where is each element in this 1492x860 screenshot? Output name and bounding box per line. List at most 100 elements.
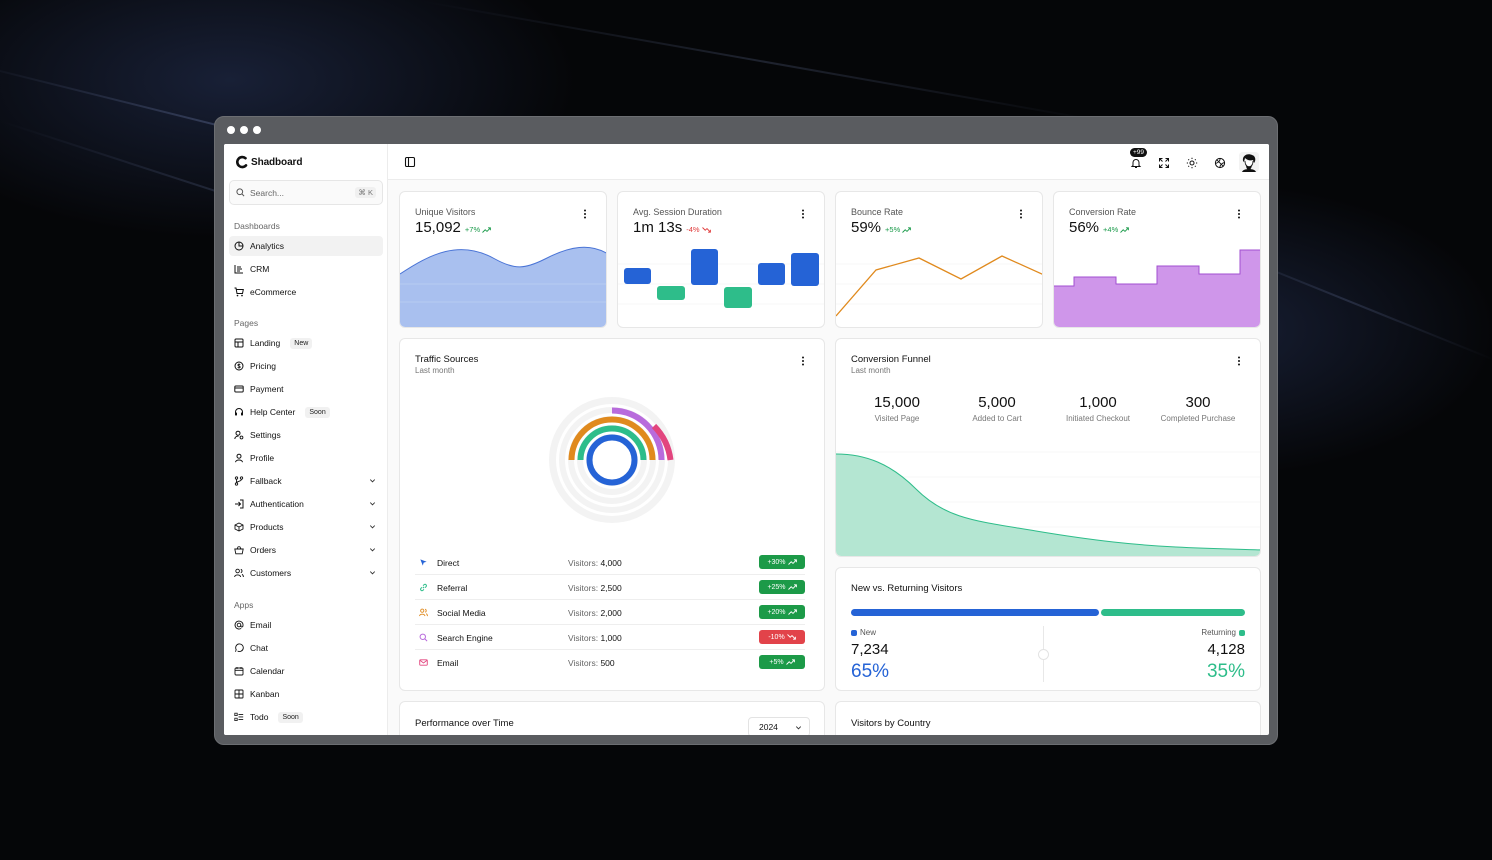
kpi-value-row: 1m 13s -4% xyxy=(633,219,711,236)
stage-value: 1,000 xyxy=(1079,394,1117,411)
new-percent: 65% xyxy=(851,661,890,682)
bar-list-icon xyxy=(234,264,244,274)
sidebar-item-label: eCommerce xyxy=(250,287,297,297)
more-menu-icon[interactable] xyxy=(800,209,806,219)
trend-up-icon xyxy=(787,584,797,590)
more-menu-icon[interactable] xyxy=(582,209,588,219)
new-legend: New xyxy=(851,628,876,637)
sidebar-item-calendar[interactable]: Calendar xyxy=(229,661,383,681)
ring-social xyxy=(568,416,656,461)
sidebar-item-todo[interactable]: Todo Soon xyxy=(229,707,383,727)
list-todo-icon xyxy=(234,712,244,722)
sidebar-item-label: Email xyxy=(250,620,272,630)
sidebar-item-label: Landing xyxy=(250,338,281,348)
conversion-funnel-card: Conversion Funnel Last month 15,000 Visi… xyxy=(835,338,1261,557)
sidebar-item-analytics[interactable]: Analytics xyxy=(229,236,383,256)
sidebar-item-landing[interactable]: Landing New xyxy=(229,333,383,353)
sidebar-item-email[interactable]: Email xyxy=(229,615,383,635)
change-badge: +30% xyxy=(759,555,805,569)
returning-label: Returning xyxy=(1201,628,1236,637)
kpi-delta-text: +4% xyxy=(1103,225,1119,234)
mail-icon xyxy=(419,659,428,666)
sidebar-item-customers[interactable]: Customers xyxy=(229,563,383,583)
sun-icon[interactable] xyxy=(1186,157,1198,169)
kpi-value: 15,092 xyxy=(415,219,461,236)
funnel-area xyxy=(836,454,1260,556)
table-row[interactable]: Referral Visitors: 2,500 +25% xyxy=(415,575,805,600)
sidebar-item-fallback[interactable]: Fallback xyxy=(229,471,383,491)
trend-up-icon xyxy=(787,559,797,565)
brand[interactable]: Shadboard xyxy=(235,155,302,169)
table-row[interactable]: Search Engine Visitors: 1,000 -10% xyxy=(415,625,805,650)
visitors-area-chart xyxy=(400,246,606,327)
sidebar-item-products[interactable]: Products xyxy=(229,517,383,537)
card-title: Visitors by Country xyxy=(851,718,931,729)
kpi-value: 1m 13s xyxy=(633,219,683,236)
table-row[interactable]: Direct Visitors: 4,000 +30% xyxy=(415,550,805,575)
source-name: Search Engine xyxy=(437,633,493,643)
soon-badge: Soon xyxy=(278,711,303,723)
cart-icon xyxy=(234,287,244,297)
sidebar-item-label: Products xyxy=(250,522,284,532)
window-close-dot[interactable] xyxy=(227,126,235,134)
change-badge: -10% xyxy=(759,630,805,644)
fullscreen-icon[interactable] xyxy=(1158,157,1170,169)
window-minimize-dot[interactable] xyxy=(240,126,248,134)
stage-label: Initiated Checkout xyxy=(1065,414,1131,423)
kpi-value-row: 59% +5% xyxy=(851,219,912,236)
trend-up-icon xyxy=(785,659,795,665)
sidebar-item-ecommerce[interactable]: eCommerce xyxy=(229,282,383,302)
search-input[interactable]: Search... ⌘ K xyxy=(229,180,383,205)
sidebar-toggle-icon[interactable] xyxy=(404,156,416,168)
visitors-label: Visitors: xyxy=(568,658,599,668)
sidebar-item-kanban[interactable]: Kanban xyxy=(229,684,383,704)
table-row[interactable]: Email Visitors: 500 +5% xyxy=(415,650,805,675)
sidebar-item-crm[interactable]: CRM xyxy=(229,259,383,279)
kpi-value-row: 56% +4% xyxy=(1069,219,1130,236)
year-select[interactable]: 2024 xyxy=(748,717,810,735)
kpi-delta-text: +5% xyxy=(885,225,901,234)
conversion-step-chart xyxy=(1054,249,1260,327)
sidebar-item-orders[interactable]: Orders xyxy=(229,540,383,560)
chevron-down-icon xyxy=(369,548,376,552)
sidebar-item-settings[interactable]: Settings xyxy=(229,425,383,445)
new-badge: New xyxy=(290,337,313,349)
source-visitors: Visitors: 500 xyxy=(568,658,615,668)
login-icon xyxy=(234,499,244,509)
more-menu-icon[interactable] xyxy=(800,356,806,366)
more-menu-icon[interactable] xyxy=(1018,209,1024,219)
table-row[interactable]: Social Media Visitors: 2,000 +20% xyxy=(415,600,805,625)
returning-value: 4,128 xyxy=(1207,641,1245,658)
search-icon xyxy=(419,633,428,642)
search-shortcut: ⌘ K xyxy=(355,187,376,198)
kpi-label: Conversion Rate xyxy=(1069,207,1137,217)
funnel-area-chart xyxy=(836,451,1260,556)
visitors-label: Visitors: xyxy=(568,583,599,593)
bell-icon[interactable] xyxy=(1130,157,1142,169)
funnel-stage: 5,000 Added to Cart xyxy=(947,394,1047,423)
sidebar-item-pricing[interactable]: Pricing xyxy=(229,356,383,376)
divider-handle-icon xyxy=(1038,649,1049,660)
sidebar-item-label: Payment xyxy=(250,384,284,394)
user-icon xyxy=(234,453,244,463)
change-text: +20% xyxy=(767,608,786,616)
window-zoom-dot[interactable] xyxy=(253,126,261,134)
kpi-delta: -4% xyxy=(686,225,711,234)
stage-value: 300 xyxy=(1185,394,1211,411)
globe-icon[interactable] xyxy=(1214,157,1226,169)
sidebar-item-chat[interactable]: Chat xyxy=(229,638,383,658)
message-icon xyxy=(234,643,244,653)
sidebar-item-label: Pricing xyxy=(250,361,276,371)
user-avatar[interactable] xyxy=(1239,152,1259,172)
notification-count-badge: +99 xyxy=(1130,148,1148,157)
kpi-delta: +5% xyxy=(885,225,912,234)
sidebar-item-payment[interactable]: Payment xyxy=(229,379,383,399)
headset-icon xyxy=(234,407,244,417)
sidebar-item-label: Settings xyxy=(250,430,281,440)
sidebar-item-authentication[interactable]: Authentication xyxy=(229,494,383,514)
sidebar-item-help-center[interactable]: Help Center Soon xyxy=(229,402,383,422)
more-menu-icon[interactable] xyxy=(1236,356,1242,366)
sidebar-item-profile[interactable]: Profile xyxy=(229,448,383,468)
stage-label: Visited Page xyxy=(874,414,920,423)
more-menu-icon[interactable] xyxy=(1236,209,1242,219)
